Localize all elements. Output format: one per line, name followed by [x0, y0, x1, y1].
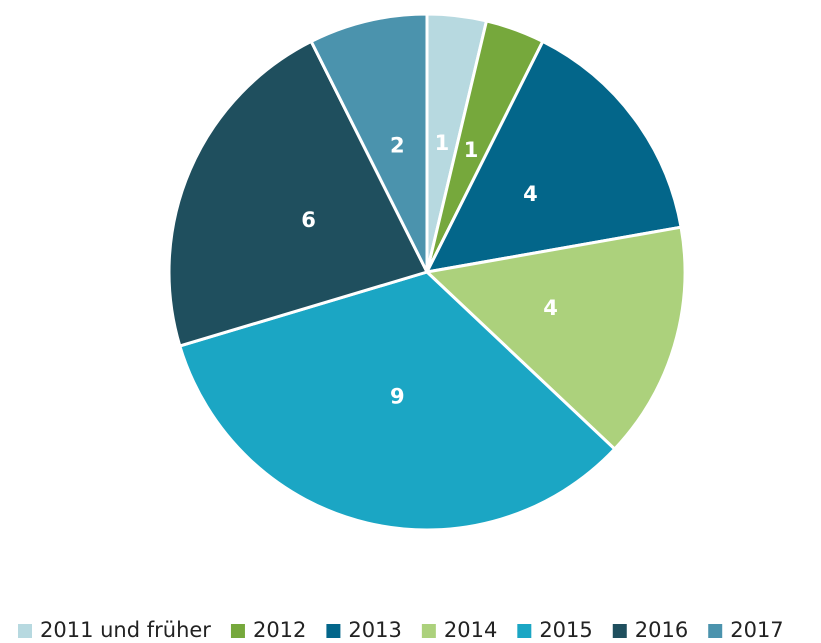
- pie-slice: [423, 225, 687, 452]
- legend-label: 2013: [348, 618, 401, 642]
- data-label: 1: [435, 131, 450, 155]
- legend-label: 2017: [730, 618, 783, 642]
- data-label: 9: [390, 385, 405, 409]
- legend-swatch: [230, 624, 245, 638]
- data-label: 1: [464, 138, 479, 162]
- legend-swatch: [708, 624, 723, 638]
- legend-label: 2014: [444, 618, 497, 642]
- legend-swatch: [612, 624, 627, 638]
- data-label: 2: [390, 133, 405, 157]
- data-label: 4: [543, 296, 558, 320]
- pie-slice: [167, 39, 430, 348]
- legend-label: 2016: [635, 618, 688, 642]
- legend-swatch: [326, 624, 341, 638]
- pie-slice: [424, 39, 683, 274]
- legend-label: 2012: [253, 618, 306, 642]
- legend-label: 2011 und früher: [40, 618, 211, 642]
- pie-slice: [309, 12, 429, 273]
- data-label: 4: [523, 182, 538, 206]
- legend-swatch: [421, 624, 436, 638]
- pie-slice: [177, 270, 617, 532]
- legend-label: 2015: [539, 618, 592, 642]
- data-label: 6: [301, 208, 316, 232]
- legend-swatch: [18, 624, 32, 638]
- legend-swatch: [517, 624, 532, 638]
